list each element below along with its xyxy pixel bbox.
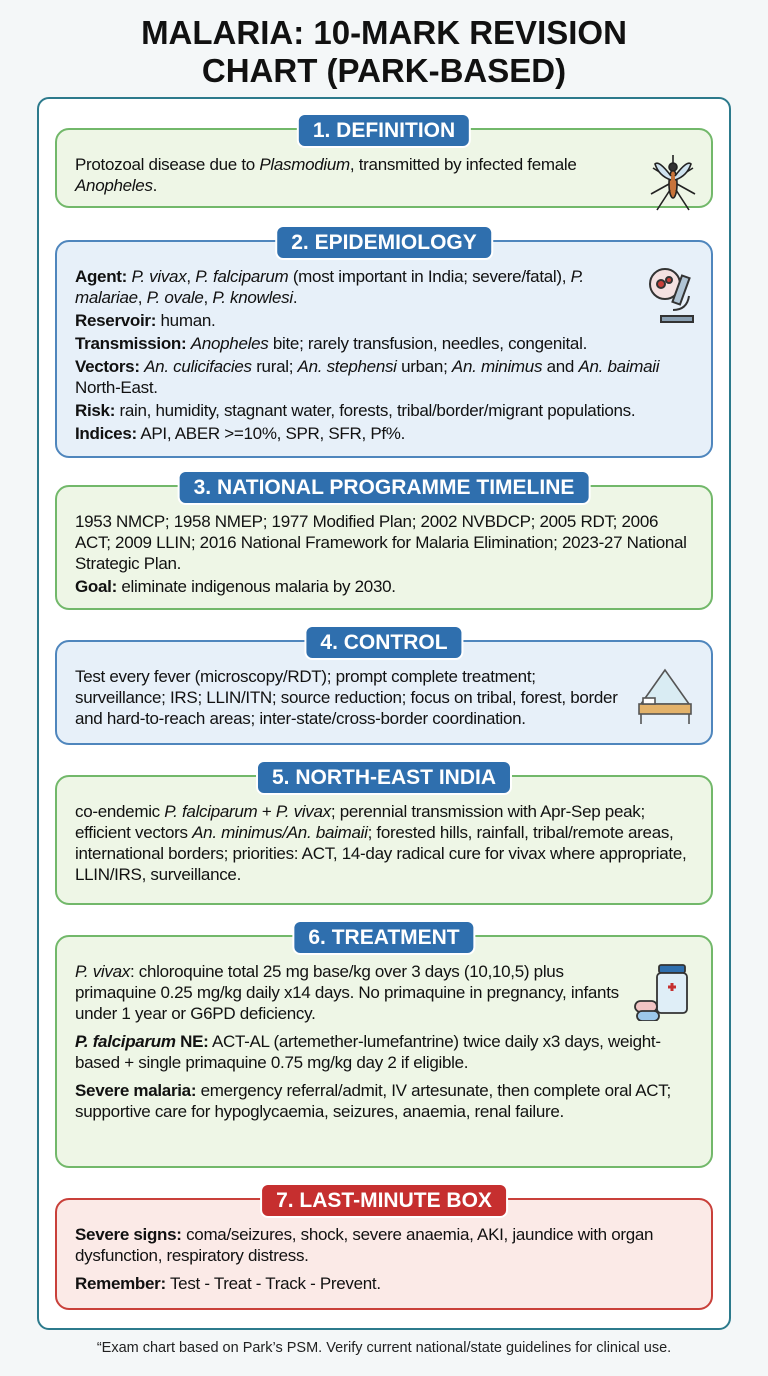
text-run: North-East. [75,378,158,397]
section-heading: 3. NATIONAL PROGRAMME TIMELINE [177,470,591,505]
text-run: . [292,288,298,307]
text-run: . [152,176,158,195]
text-run: rain, humidity, stagnant water, forests,… [115,401,636,420]
text-run: P. falciparum [164,802,258,821]
section-box: 2. EPIDEMIOLOGY Agent: P. vivax, P. falci… [55,225,713,458]
text-run: ; forested hills, rainfall, tribal/remot… [75,823,687,884]
text-run: An. stephensi [297,357,397,376]
paragraph: Agent: P. vivax, P. falciparum (most imp… [75,266,697,308]
medicine-icon [634,964,688,1022]
text-run: P. vivax [131,267,187,286]
text-run: Reservoir: [75,311,157,330]
paragraph: Vectors: An. culicifacies rural; An. ste… [75,356,697,398]
text-run: eliminate indigenous malaria by 2030. [116,577,396,596]
paragraph: Reservoir: human. [75,310,697,331]
icon-wrap [633,961,697,1026]
text-run: P. falciparum [75,1032,176,1051]
paragraph: Transmission: Anopheles bite; rarely tra… [75,333,697,354]
text-run: Anopheles [190,334,269,353]
icon-wrap [633,666,697,733]
text-run: Goal: [75,577,117,596]
text-run: Agent: [75,267,128,286]
text-run: co-endemic [75,802,165,821]
text-run: P. falciparum [195,267,289,286]
text-run: + [257,802,276,821]
text-run: ; perennial transmission with Apr-Sep pe… [75,802,645,842]
section-heading: 5. NORTH-EAST INDIA [255,760,513,795]
text-run: Plasmodium [259,155,350,174]
text-run: ACT-AL (artemether-lumefantrine) twice d… [75,1032,661,1072]
paragraph: Test every fever (microscopy/RDT); promp… [75,666,697,729]
paragraph: 1953 NMCP; 1958 NMEP; 1977 Modified Plan… [75,511,697,574]
text-run: Risk: [75,401,116,420]
text-run: Anopheles [75,176,153,195]
text-run: P. vivax [75,962,130,981]
text-run: Remember: [75,1274,166,1293]
section-heading: 7. LAST-MINUTE BOX [260,1183,508,1218]
text-run: P. knowlesi [212,288,293,307]
text-run: Indices: [75,424,137,443]
text-run: Test - Treat - Track - Prevent. [165,1274,381,1293]
text-run: Transmission: [75,334,187,353]
text-run: Protozoal disease due to [75,155,260,174]
section-heading: 2. EPIDEMIOLOGY [275,225,493,260]
paragraph: Severe malaria: emergency referral/admit… [75,1080,697,1122]
text-run: Severe malaria: [75,1081,197,1100]
paragraph: P. vivax: chloroquine total 25 mg base/k… [75,961,697,1024]
section-heading: 4. CONTROL [304,625,464,660]
paragraph: Protozoal disease due to Plasmodium, tra… [75,154,697,196]
text-run: Severe signs: [75,1225,182,1244]
text-run: : chloroquine total 25 mg base/kg over 3… [75,962,619,1023]
text-run: emergency referral/admit, IV artesunate,… [75,1081,671,1121]
text-run: (most important in India; severe/fatal), [288,267,571,286]
text-run: An. minimus/An. baimaii [192,823,368,842]
section-box: 7. LAST-MINUTE BOX Severe signs: coma/sei… [55,1183,713,1310]
paragraph: Risk: rain, humidity, stagnant water, fo… [75,400,697,421]
paragraph: Goal: eliminate indigenous malaria by 20… [75,576,697,597]
paragraph: Remember: Test - Treat - Track - Prevent… [75,1273,697,1294]
text-run: An. baimaii [578,357,660,376]
text-run: NE: [175,1032,209,1051]
text-run: urban; [396,357,452,376]
text-run: Test every fever (microscopy/RDT); promp… [75,667,618,728]
microscope-icon [649,268,694,323]
mosquito-icon [650,155,696,211]
section-box: 3. NATIONAL PROGRAMME TIMELINE 1953 NMCP;… [55,470,713,610]
text-run: API, ABER >=10%, SPR, SFR, Pf%. [136,424,406,443]
text-run: bite; rarely transfusion, needles, conge… [268,334,587,353]
page-title: MALARIA: 10-MARK REVISION CHART (PARK-BA… [141,14,627,89]
text-run: An. culicifacies [144,357,252,376]
text-run: 1953 NMCP; 1958 NMEP; 1977 Modified Plan… [75,512,687,573]
section-heading: 6. TREATMENT [292,920,476,955]
section-box: 1. DEFINITION Protozoal disease due to Pl… [55,113,713,211]
text-run: , [137,288,147,307]
text-run: Vectors: [75,357,140,376]
text-run: human. [156,311,216,330]
text-run: An. minimus [451,357,543,376]
text-run: , [203,288,213,307]
text-run: rural; [251,357,298,376]
text-run: P. vivax [275,802,331,821]
icon-wrap [649,154,697,217]
paragraph: P. falciparum NE: ACT-AL (artemether-lum… [75,1031,697,1073]
paragraph: Indices: API, ABER >=10%, SPR, SFR, Pf%. [75,423,697,444]
text-run: , transmitted by infected female [349,155,577,174]
text-run: P. ovale [146,288,204,307]
text-run: , [186,267,196,286]
text-run: and [542,357,579,376]
footer: “Exam chart based on Park’s PSM. Verify … [96,1340,672,1356]
section-box: 6. TREATMENT P. vivax: chloroquine total … [55,920,713,1168]
text-run: coma/seizures, shock, severe anaemia, AK… [75,1225,654,1265]
text-run: P. malariae [75,267,584,307]
bed-net-icon [638,668,692,724]
section-box: 5. NORTH-EAST INDIA co-endemic P. falcipa… [55,760,713,905]
paragraph: co-endemic P. falciparum + P. vivax; per… [75,801,697,885]
section-heading: 1. DEFINITION [296,113,472,148]
icon-wrap [647,266,697,331]
section-box: 4. CONTROL Test every fever (microscopy/R… [55,625,713,745]
paragraph: Severe signs: coma/seizures, shock, seve… [75,1224,697,1266]
